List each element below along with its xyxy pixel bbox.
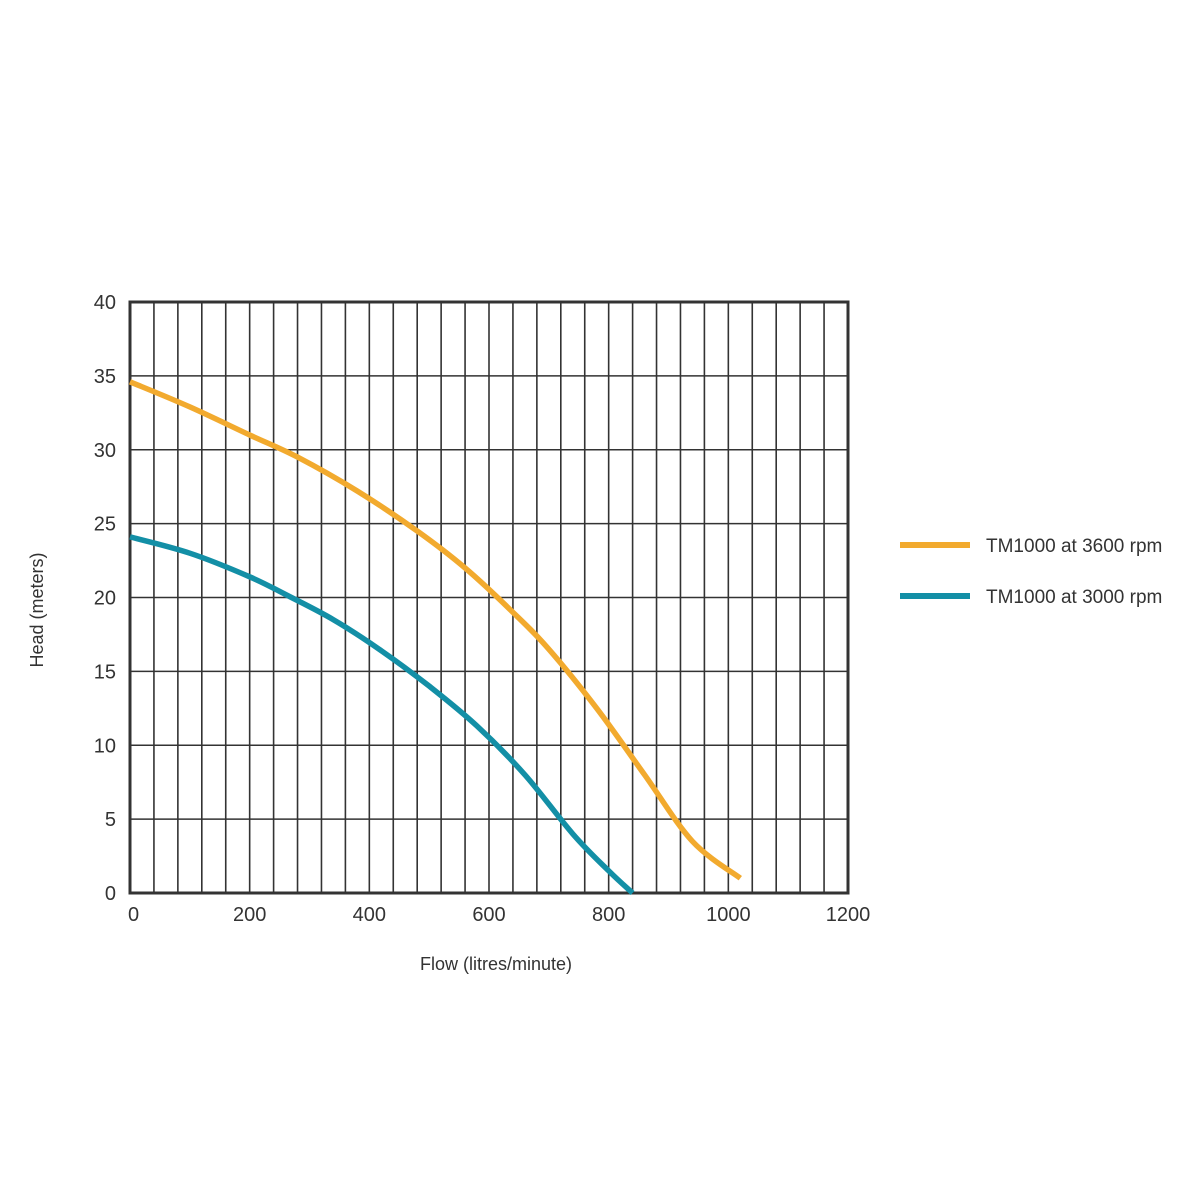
y-tick-label: 30 (94, 440, 116, 462)
x-tick-label: 600 (472, 904, 505, 926)
legend: TM1000 at 3600 rpm TM1000 at 3000 rpm (900, 536, 1162, 608)
x-tick-label: 200 (233, 904, 266, 926)
y-tick-label: 10 (94, 735, 116, 757)
y-axis-label: Head (meters) (27, 552, 47, 667)
x-tick-labels: 0 200 400 600 800 1000 1200 (128, 904, 870, 926)
plot-frame (128, 300, 850, 895)
y-tick-labels: 0 5 10 15 20 25 30 35 40 (94, 292, 116, 905)
y-tick-label: 40 (94, 292, 116, 314)
x-tick-label: 1000 (706, 904, 751, 926)
series-lines (128, 379, 742, 896)
series-line-3600rpm (128, 379, 742, 881)
x-axis-label: Flow (litres/minute) (420, 954, 572, 974)
y-tick-label: 0 (105, 883, 116, 905)
legend-label-3000: TM1000 at 3000 rpm (986, 587, 1162, 608)
x-tick-label: 800 (592, 904, 625, 926)
chart-grid (130, 302, 848, 893)
x-tick-label: 1200 (826, 904, 871, 926)
legend-item-3600: TM1000 at 3600 rpm (900, 536, 1162, 557)
series-line-3000rpm (129, 534, 635, 896)
legend-label-3600: TM1000 at 3600 rpm (986, 536, 1162, 557)
x-tick-label: 0 (128, 904, 139, 926)
y-tick-label: 35 (94, 366, 116, 388)
legend-item-3000: TM1000 at 3000 rpm (900, 587, 1162, 608)
y-tick-label: 20 (94, 588, 116, 610)
y-tick-label: 25 (94, 514, 116, 536)
x-tick-label: 400 (353, 904, 386, 926)
y-tick-label: 5 (105, 809, 116, 831)
y-tick-label: 15 (94, 661, 116, 683)
